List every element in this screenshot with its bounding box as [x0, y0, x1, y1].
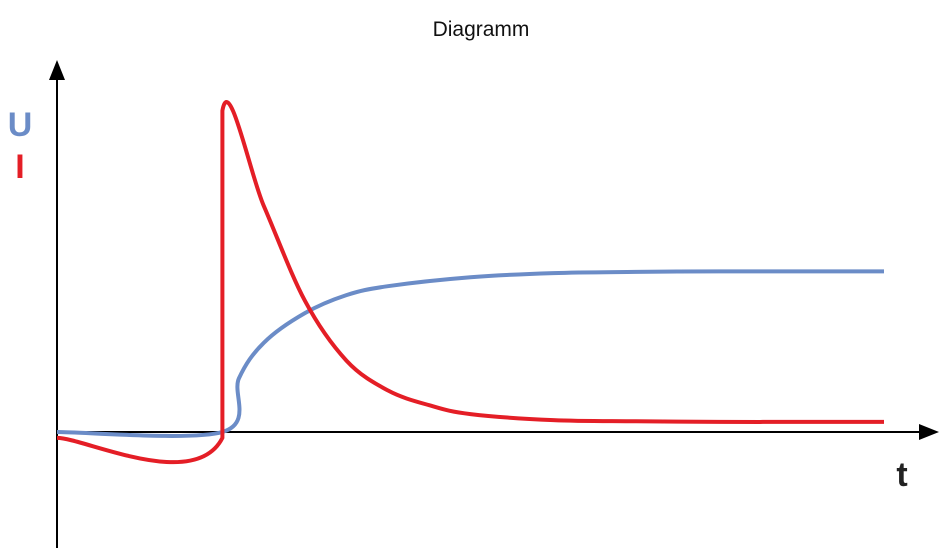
chart-title: Diagramm	[433, 18, 530, 41]
y-axis-label-i: I	[15, 148, 24, 186]
x-axis-label: t	[896, 456, 907, 494]
series-line-i	[56, 100, 884, 465]
series-layer	[56, 100, 884, 465]
axes	[49, 60, 939, 548]
x-axis-arrow	[919, 424, 939, 440]
y-axis-label-u: U	[8, 106, 33, 144]
y-axis-arrow	[49, 60, 65, 80]
series-line-u	[56, 269, 884, 438]
